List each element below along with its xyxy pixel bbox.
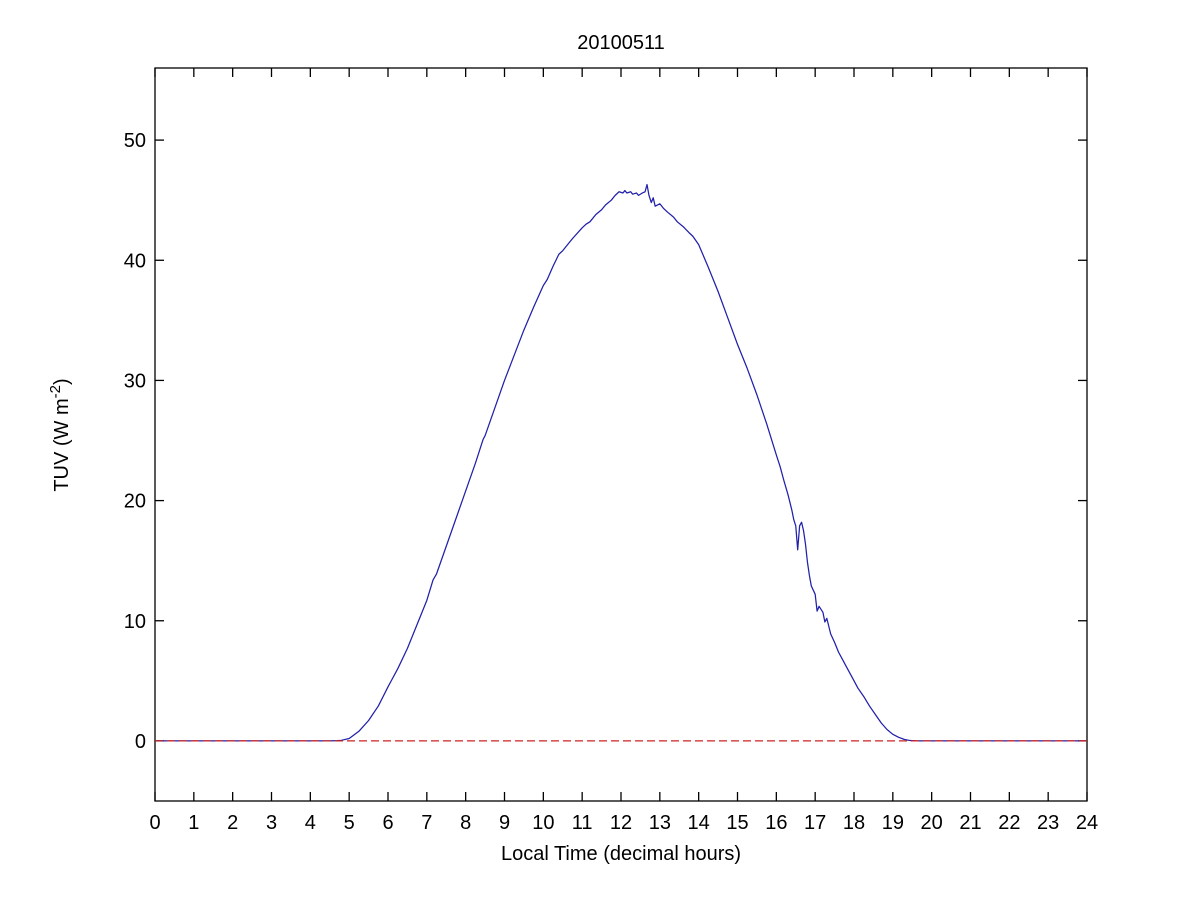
x-tick-label: 11 [572,812,593,834]
x-tick-label: 22 [998,812,1020,834]
x-tick-label: 1 [188,812,199,834]
x-tick-label: 15 [726,812,748,834]
y-tick-label: 50 [124,130,146,152]
x-tick-label: 18 [843,812,865,834]
x-tick-label: 6 [382,812,393,834]
plot-area-border [154,67,1088,802]
x-tick-label: 13 [649,812,671,834]
y-axis-label: TUV (W m-2) [47,378,73,491]
x-tick-label: 23 [1037,812,1059,834]
x-tick-label: 8 [460,812,471,834]
y-tick-label: 10 [124,611,146,633]
y-tick-label: 20 [124,491,146,513]
x-tick-labels: 0 1 2 3 4 5 6 7 8 9 10 11 12 13 14 15 16 17 18 19 20 21 22 23 24 [149,812,1098,834]
x-tick-label: 4 [305,812,316,834]
x-tick-label: 3 [266,812,277,834]
y-tick-label: 40 [124,250,146,272]
x-axis-label: Local Time (decimal hours) [501,843,741,865]
chart-title: 20100511 [577,32,665,54]
x-tick-label: 20 [921,812,943,834]
x-tick-label: 9 [499,812,510,834]
x-tick-label: 17 [804,812,826,834]
x-tick-label: 7 [421,812,432,834]
x-tick-label: 24 [1076,812,1098,834]
y-tick-label: 30 [124,370,146,392]
x-tick-label: 21 [959,812,981,834]
x-tick-label: 0 [149,812,160,834]
x-tick-label: 12 [610,812,632,834]
y-tick-labels: 0 10 20 30 40 50 [124,130,146,753]
axis-tick-marks [154,68,1088,801]
x-tick-label: 5 [344,812,355,834]
y-tick-label: 0 [135,731,146,753]
x-tick-label: 19 [882,812,904,834]
x-tick-label: 2 [227,812,238,834]
x-tick-label: 14 [688,812,710,834]
x-tick-label: 10 [532,812,554,834]
x-tick-label: 16 [765,812,787,834]
tuv-curve [155,183,1087,742]
